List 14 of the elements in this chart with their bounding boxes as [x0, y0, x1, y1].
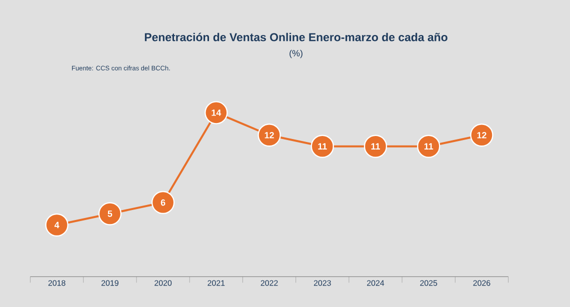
- point: [151, 190, 175, 214]
- data-label: 12: [264, 132, 274, 138]
- point: [45, 213, 68, 237]
- data-label: 14: [212, 110, 222, 116]
- data-label: 5: [108, 210, 112, 217]
- data-label: 4: [54, 222, 60, 228]
- point: [98, 202, 122, 226]
- data-label: 11: [424, 143, 434, 150]
- chart-title: Penetración de Ventas Online Enero-marzo de cada año: [144, 32, 448, 42]
- data-label: 11: [371, 143, 380, 150]
- data-label: 12: [477, 132, 486, 138]
- data-label: 11: [318, 143, 327, 150]
- chart-subtitle: (%): [290, 50, 302, 58]
- data-label: 6: [160, 199, 166, 206]
